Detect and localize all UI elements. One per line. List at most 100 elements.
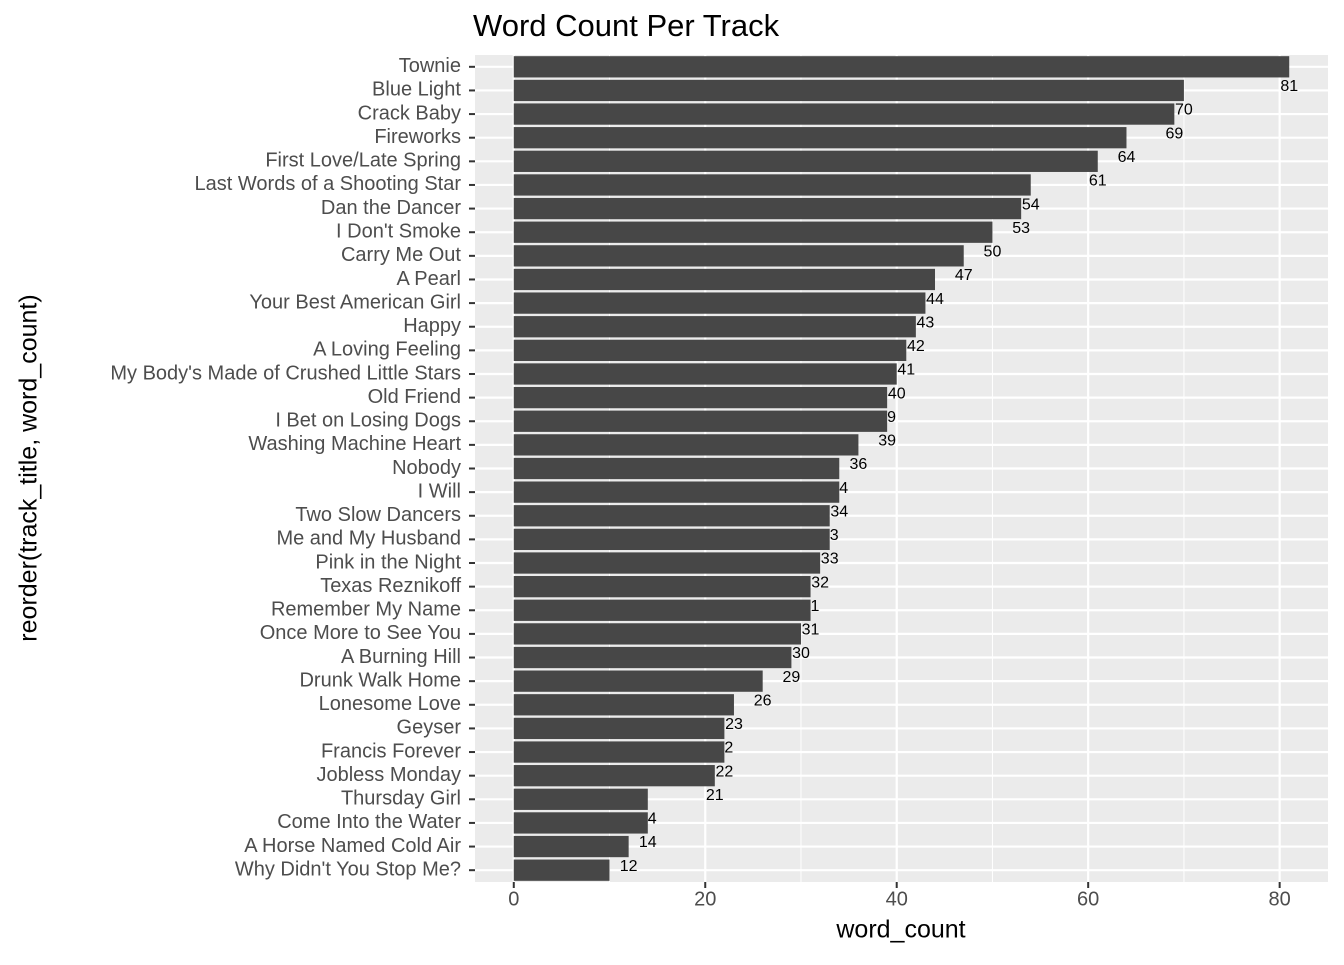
y-tick-label: Happy — [403, 315, 461, 337]
bar — [513, 410, 888, 432]
data-label: 70 — [1175, 102, 1193, 119]
bar — [513, 646, 792, 669]
data-label: 42 — [907, 338, 925, 355]
data-label: 34 — [830, 503, 848, 520]
x-tick-label: 20 — [694, 888, 716, 910]
bar — [513, 386, 888, 409]
bar — [513, 103, 1175, 125]
data-label: 44 — [926, 291, 944, 308]
bar — [513, 79, 1184, 102]
bar — [513, 434, 859, 456]
y-tick-label: A Horse Named Cold Air — [244, 835, 461, 857]
data-label: 43 — [917, 314, 935, 331]
data-label: 10 — [601, 881, 619, 898]
bar — [513, 245, 964, 267]
bar — [513, 694, 734, 716]
y-tick-label: Drunk Walk Home — [299, 669, 461, 691]
x-tick-label: 60 — [1077, 888, 1099, 910]
y-tick-label: Blue Light — [372, 79, 461, 101]
y-tick-label: Thursday Girl — [341, 788, 461, 810]
y-tick-label: My Body's Made of Crushed Little Stars — [110, 362, 461, 384]
y-tick-label: Come Into the Water — [277, 811, 461, 833]
y-tick-label: Francis Forever — [321, 740, 461, 762]
bar — [513, 292, 926, 314]
bar — [513, 552, 821, 574]
y-tick-label: Washing Machine Heart — [248, 433, 461, 455]
bar — [513, 528, 830, 551]
bar — [513, 481, 840, 503]
data-label: 69 — [1165, 125, 1183, 142]
data-label: 30 — [792, 645, 810, 662]
data-label: 31 — [802, 622, 820, 639]
bar — [513, 221, 993, 243]
x-tick-label: 80 — [1269, 888, 1291, 910]
data-label: 53 — [1012, 220, 1030, 237]
data-label: 36 — [850, 456, 868, 473]
bar — [513, 741, 725, 763]
y-tick-label: Nobody — [392, 457, 461, 479]
y-tick-label: Dan the Dancer — [321, 197, 461, 219]
bar — [513, 505, 830, 527]
y-tick-label: Me and My Husband — [276, 528, 461, 550]
data-label: 23 — [725, 716, 743, 733]
data-label: 21 — [706, 787, 724, 804]
bar — [513, 576, 811, 598]
bar — [513, 835, 629, 858]
bar — [513, 599, 811, 621]
bar — [513, 316, 916, 338]
y-tick-label: Old Friend — [368, 386, 461, 408]
bar — [513, 670, 763, 692]
data-label: 54 — [1022, 196, 1040, 213]
bar — [513, 197, 1022, 220]
bar — [513, 174, 1031, 196]
y-tick-label: Pink in the Night — [315, 551, 461, 573]
y-tick-label: A Loving Feeling — [313, 339, 461, 361]
x-axis-label: word_count — [835, 916, 965, 944]
y-tick-label: Texas Reznikoff — [320, 575, 461, 597]
data-label: 64 — [1118, 149, 1136, 166]
bar — [513, 788, 648, 810]
y-tick-label: Crack Baby — [358, 102, 461, 124]
y-tick-label: Townie — [399, 55, 461, 77]
data-label: 39 — [878, 433, 896, 450]
data-label: 32 — [811, 574, 829, 591]
y-tick-label: Remember My Name — [271, 599, 461, 621]
bar — [513, 717, 725, 740]
bar — [513, 765, 715, 787]
y-tick-label: A Pearl — [397, 268, 461, 290]
bar — [513, 150, 1098, 172]
data-label: 61 — [1089, 173, 1107, 190]
y-tick-label: A Burning Hill — [341, 646, 461, 668]
y-axis-label: reorder(track_title, word_count) — [15, 294, 43, 641]
bar — [513, 127, 1127, 149]
y-tick-label: Last Words of a Shooting Star — [195, 173, 462, 195]
x-tick-label: 0 — [508, 888, 519, 910]
y-tick-label: Once More to See You — [260, 622, 461, 644]
data-label: 33 — [821, 551, 839, 568]
data-label: 41 — [897, 362, 915, 379]
bar — [513, 268, 936, 291]
y-tick-label: I Bet on Losing Dogs — [275, 410, 461, 432]
bar — [513, 363, 897, 385]
y-tick-label: Two Slow Dancers — [295, 504, 461, 526]
data-label: 26 — [754, 692, 772, 709]
data-label: 22 — [715, 763, 733, 780]
x-tick-label: 40 — [886, 888, 908, 910]
data-label: 14 — [639, 834, 657, 851]
y-tick-label: Carry Me Out — [341, 244, 461, 266]
data-label: 29 — [783, 669, 801, 686]
data-label: 81 — [1280, 78, 1298, 95]
bar — [513, 623, 801, 645]
y-tick-label: Geyser — [397, 717, 462, 739]
data-label: 50 — [984, 244, 1002, 261]
data-label: 12 — [620, 858, 638, 875]
y-tick-label: I Don't Smoke — [336, 220, 461, 242]
bar — [513, 812, 648, 834]
y-tick-label: Why Didn't You Stop Me? — [235, 858, 461, 880]
y-tick-label: I Will — [418, 480, 461, 502]
y-tick-label: Jobless Monday — [316, 764, 461, 786]
bar — [513, 457, 840, 480]
bar — [513, 56, 1290, 78]
y-tick-label: Lonesome Love — [319, 693, 461, 715]
